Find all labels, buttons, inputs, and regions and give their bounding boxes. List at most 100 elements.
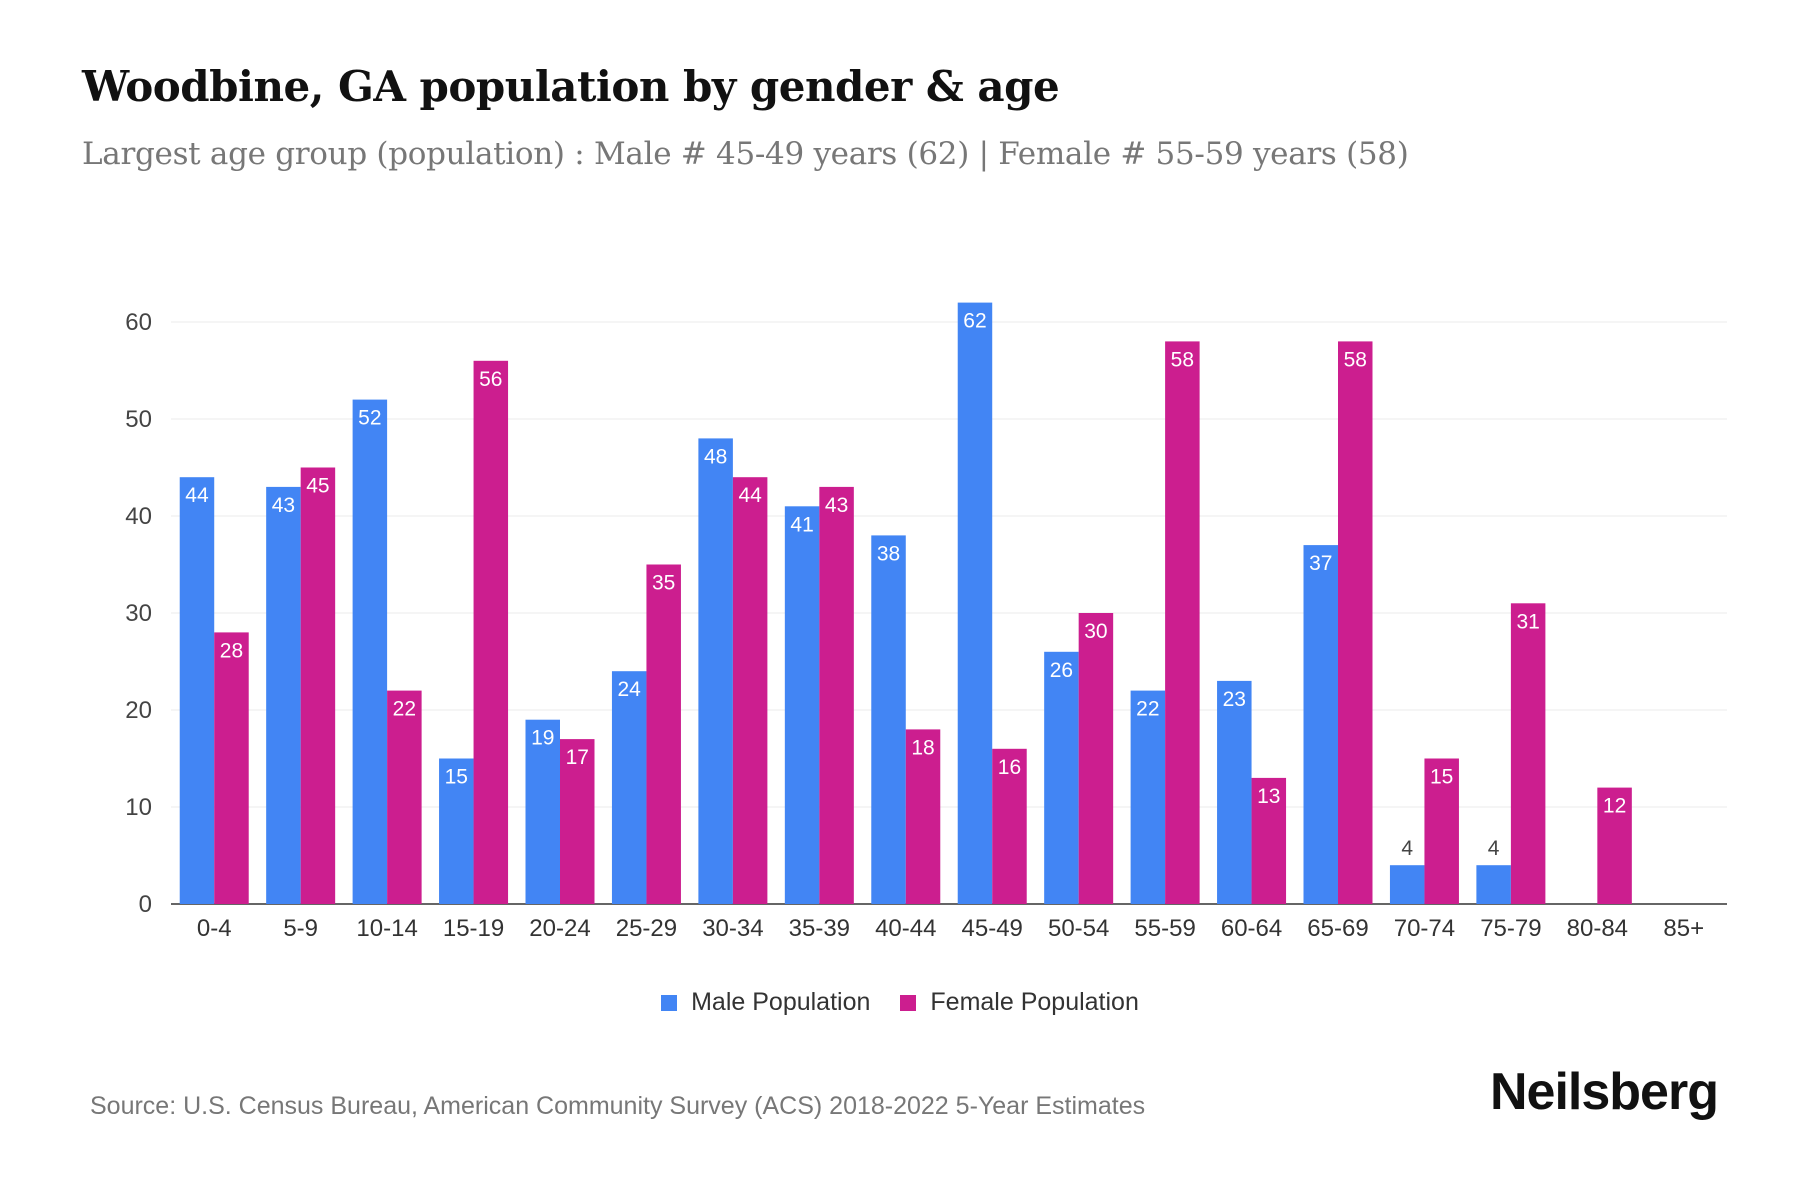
data-label: 16 (998, 756, 1021, 779)
data-label: 41 (790, 513, 813, 536)
y-tick-label: 30 (125, 600, 152, 627)
data-label: 58 (1344, 348, 1367, 371)
bar-male (352, 399, 388, 904)
y-tick-label: 50 (125, 406, 152, 433)
x-tick-label: 25-29 (616, 915, 677, 942)
bar-male (179, 477, 215, 904)
bar-female (992, 748, 1027, 904)
bar-female (732, 477, 768, 904)
y-tick-label: 0 (139, 891, 152, 918)
data-label: 58 (1171, 348, 1194, 371)
x-tick-label: 50-54 (1048, 915, 1109, 942)
bar-female (1165, 341, 1200, 904)
bar-female (1338, 341, 1373, 904)
bar-male (1130, 690, 1166, 904)
legend-swatch-female (900, 994, 917, 1011)
bar-female (560, 739, 595, 904)
data-label: 4 (1401, 837, 1413, 860)
x-tick-label: 75-79 (1480, 915, 1541, 942)
data-label: 31 (1516, 610, 1539, 633)
bar-male (1217, 680, 1252, 904)
bar-female (387, 690, 422, 904)
bar-female (1510, 603, 1546, 904)
data-label: 17 (566, 746, 589, 769)
x-tick-label: 30-34 (702, 915, 763, 942)
data-label: 26 (1050, 659, 1073, 682)
data-label: 13 (1257, 785, 1280, 808)
bar-female (1251, 777, 1287, 904)
bar-male (1389, 865, 1425, 904)
data-label: 22 (393, 698, 416, 721)
x-tick-label: 35-39 (789, 915, 850, 942)
bar-female (1078, 613, 1114, 904)
legend-label-female: Female Population (930, 988, 1139, 1016)
x-tick-label: 15-19 (443, 915, 504, 942)
data-label: 52 (358, 407, 381, 430)
bar-female (300, 467, 336, 904)
data-label: 4 (1488, 837, 1500, 860)
bar-female (1424, 758, 1459, 904)
x-tick-label: 10-14 (356, 915, 417, 942)
data-label: 35 (652, 572, 675, 595)
legend-swatch-male (661, 994, 678, 1011)
data-label: 24 (618, 678, 642, 701)
bar-male (439, 758, 474, 904)
bar-female (646, 564, 681, 904)
data-label: 56 (479, 368, 502, 391)
bar-female (905, 729, 941, 904)
source-note: Source: U.S. Census Bureau, American Com… (90, 1092, 1146, 1120)
legend-label-male: Male Population (691, 988, 871, 1016)
bar-female (1597, 787, 1632, 904)
data-label: 15 (445, 766, 468, 789)
x-tick-label: 65-69 (1307, 915, 1368, 942)
x-tick-label: 20-24 (529, 915, 590, 942)
data-label: 15 (1430, 766, 1453, 789)
y-tick-label: 60 (125, 309, 152, 336)
data-label: 43 (272, 494, 295, 517)
bar-male (1303, 545, 1338, 904)
data-label: 23 (1223, 688, 1246, 711)
neilsberg-logo: Neilsberg (1490, 1063, 1719, 1121)
x-tick-label: 70-74 (1394, 915, 1455, 942)
bar-male (784, 506, 820, 904)
bar-male (525, 719, 560, 904)
bar-male (698, 438, 733, 904)
data-label: 22 (1136, 698, 1159, 721)
legend-item-male: Male Population (661, 988, 870, 1017)
x-tick-label: 0-4 (197, 915, 232, 942)
bar-female (214, 632, 249, 904)
bar-male (957, 302, 993, 905)
data-label: 44 (738, 484, 762, 507)
chart-title: Woodbine, GA population by gender & age (82, 62, 1060, 111)
x-tick-label: 5-9 (283, 915, 318, 942)
bar-male (871, 535, 906, 904)
bar-female (473, 360, 509, 904)
x-tick-label: 45-49 (962, 915, 1023, 942)
data-label: 19 (531, 727, 554, 750)
data-label: 43 (825, 494, 848, 517)
legend: Male Population Female Population (0, 988, 1800, 1017)
bar-female (819, 486, 854, 904)
x-tick-label: 80-84 (1567, 915, 1628, 942)
bar-male (611, 671, 647, 904)
data-label: 30 (1084, 620, 1107, 643)
x-tick-label: 40-44 (875, 915, 936, 942)
bar-male (1044, 651, 1079, 904)
x-tick-label: 60-64 (1221, 915, 1282, 942)
data-label: 44 (185, 484, 209, 507)
x-tick-label: 55-59 (1134, 915, 1195, 942)
data-label: 12 (1603, 795, 1626, 818)
bar-male (266, 486, 301, 904)
x-tick-label: 85+ (1663, 915, 1704, 942)
data-label: 48 (704, 445, 727, 468)
data-label: 37 (1309, 552, 1332, 575)
data-label: 45 (306, 475, 329, 498)
y-tick-label: 10 (125, 794, 152, 821)
y-tick-label: 40 (125, 503, 152, 530)
chart-subtitle: Largest age group (population) : Male # … (82, 136, 1409, 172)
y-tick-label: 20 (125, 697, 152, 724)
data-label: 28 (220, 639, 243, 662)
legend-item-female: Female Population (900, 988, 1139, 1017)
bar-male (1476, 865, 1511, 904)
